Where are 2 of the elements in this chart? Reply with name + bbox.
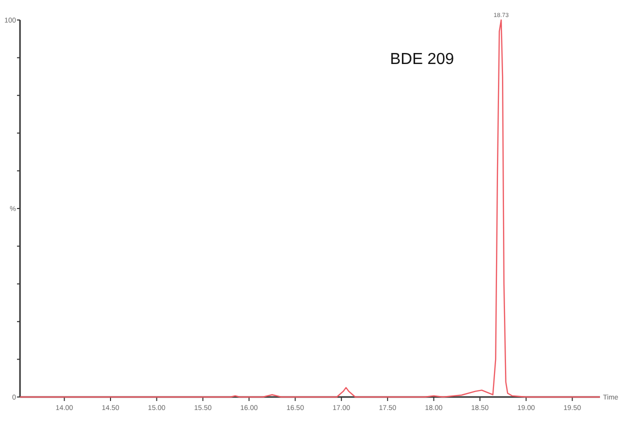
- annotation: BDE 209: [390, 51, 454, 68]
- line-series: [19, 19, 601, 398]
